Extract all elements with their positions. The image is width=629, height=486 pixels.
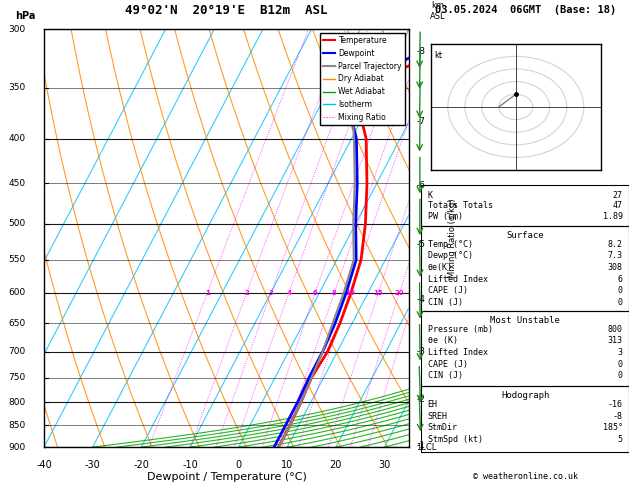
- Text: θe (K): θe (K): [428, 336, 458, 346]
- Text: Surface: Surface: [506, 231, 544, 240]
- Text: CIN (J): CIN (J): [428, 371, 463, 381]
- Text: -16: -16: [608, 400, 623, 409]
- Text: Hodograph: Hodograph: [501, 391, 549, 400]
- Text: 20: 20: [394, 290, 404, 296]
- Text: 1: 1: [205, 290, 209, 296]
- Legend: Temperature, Dewpoint, Parcel Trajectory, Dry Adiabat, Wet Adiabat, Isotherm, Mi: Temperature, Dewpoint, Parcel Trajectory…: [320, 33, 405, 125]
- Text: 4: 4: [286, 290, 291, 296]
- Text: Pressure (mb): Pressure (mb): [428, 325, 493, 334]
- Text: -10: -10: [182, 460, 198, 469]
- Text: -2: -2: [416, 396, 425, 404]
- Text: 750: 750: [9, 373, 26, 382]
- Text: Dewp (°C): Dewp (°C): [428, 251, 472, 260]
- Text: StmDir: StmDir: [428, 423, 458, 433]
- Bar: [421, 386, 629, 452]
- Text: -30: -30: [85, 460, 101, 469]
- Text: 650: 650: [9, 319, 26, 328]
- Text: km
ASL: km ASL: [430, 1, 446, 21]
- Text: 10: 10: [345, 290, 355, 296]
- Text: 350: 350: [9, 83, 26, 92]
- Text: 03.05.2024  06GMT  (Base: 18): 03.05.2024 06GMT (Base: 18): [435, 5, 616, 15]
- Text: 3: 3: [269, 290, 274, 296]
- Text: SREH: SREH: [428, 412, 448, 421]
- Text: 1.89: 1.89: [603, 212, 623, 221]
- Text: 49°02'N  20°19'E  B12m  ASL: 49°02'N 20°19'E B12m ASL: [125, 3, 328, 17]
- Text: StmSpd (kt): StmSpd (kt): [428, 435, 482, 444]
- Text: -6: -6: [416, 181, 425, 190]
- Text: θe(K): θe(K): [428, 263, 453, 272]
- Text: 15: 15: [374, 290, 383, 296]
- Text: 313: 313: [608, 336, 623, 346]
- Text: 0: 0: [618, 360, 623, 369]
- Text: 10: 10: [281, 460, 293, 469]
- Text: 400: 400: [9, 134, 26, 143]
- Text: -4: -4: [416, 295, 425, 304]
- Text: -8: -8: [416, 47, 425, 56]
- Text: 900: 900: [9, 443, 26, 451]
- Text: -8: -8: [613, 412, 623, 421]
- Bar: [421, 185, 629, 226]
- Text: 47: 47: [613, 201, 623, 210]
- Text: Dewpoint / Temperature (°C): Dewpoint / Temperature (°C): [147, 472, 306, 482]
- Text: 600: 600: [9, 288, 26, 297]
- Text: CIN (J): CIN (J): [428, 298, 463, 307]
- Text: Mixing Ratio (g/kg): Mixing Ratio (g/kg): [448, 198, 457, 278]
- Text: hPa: hPa: [15, 11, 35, 21]
- Text: Temp (°C): Temp (°C): [428, 240, 472, 249]
- Text: CAPE (J): CAPE (J): [428, 360, 467, 369]
- Text: kt: kt: [434, 52, 442, 60]
- Text: 550: 550: [9, 255, 26, 264]
- Text: 1LCL: 1LCL: [416, 443, 437, 451]
- Text: -7: -7: [416, 117, 425, 125]
- Text: Lifted Index: Lifted Index: [428, 275, 487, 284]
- Text: 0: 0: [618, 286, 623, 295]
- Text: 308: 308: [608, 263, 623, 272]
- Text: -3: -3: [416, 347, 425, 356]
- Text: 30: 30: [379, 460, 391, 469]
- Text: 0: 0: [235, 460, 242, 469]
- Text: 5: 5: [618, 435, 623, 444]
- Text: Most Unstable: Most Unstable: [490, 316, 560, 325]
- Text: -1: -1: [416, 440, 425, 450]
- Text: 8: 8: [332, 290, 337, 296]
- Text: -20: -20: [133, 460, 149, 469]
- Text: 8.2: 8.2: [608, 240, 623, 249]
- Text: 800: 800: [9, 398, 26, 407]
- Text: 800: 800: [608, 325, 623, 334]
- Text: Lifted Index: Lifted Index: [428, 348, 487, 357]
- Text: 700: 700: [9, 347, 26, 356]
- Text: 0: 0: [618, 371, 623, 381]
- Text: 6: 6: [618, 275, 623, 284]
- Text: 300: 300: [9, 25, 26, 34]
- Bar: [421, 311, 629, 386]
- Bar: [421, 226, 629, 311]
- Text: 2: 2: [244, 290, 249, 296]
- Text: 185°: 185°: [603, 423, 623, 433]
- Text: Totals Totals: Totals Totals: [428, 201, 493, 210]
- Text: EH: EH: [428, 400, 438, 409]
- Text: K: K: [428, 191, 433, 200]
- Text: 500: 500: [9, 219, 26, 228]
- Text: 0: 0: [618, 298, 623, 307]
- Text: 450: 450: [9, 179, 26, 188]
- Text: 27: 27: [613, 191, 623, 200]
- Text: 850: 850: [9, 421, 26, 430]
- Text: 7.3: 7.3: [608, 251, 623, 260]
- Text: -5: -5: [416, 240, 425, 249]
- Text: 20: 20: [330, 460, 342, 469]
- Text: 3: 3: [618, 348, 623, 357]
- Text: -40: -40: [36, 460, 52, 469]
- Text: CAPE (J): CAPE (J): [428, 286, 467, 295]
- Text: © weatheronline.co.uk: © weatheronline.co.uk: [473, 472, 577, 481]
- Text: PW (cm): PW (cm): [428, 212, 463, 221]
- Text: 6: 6: [313, 290, 318, 296]
